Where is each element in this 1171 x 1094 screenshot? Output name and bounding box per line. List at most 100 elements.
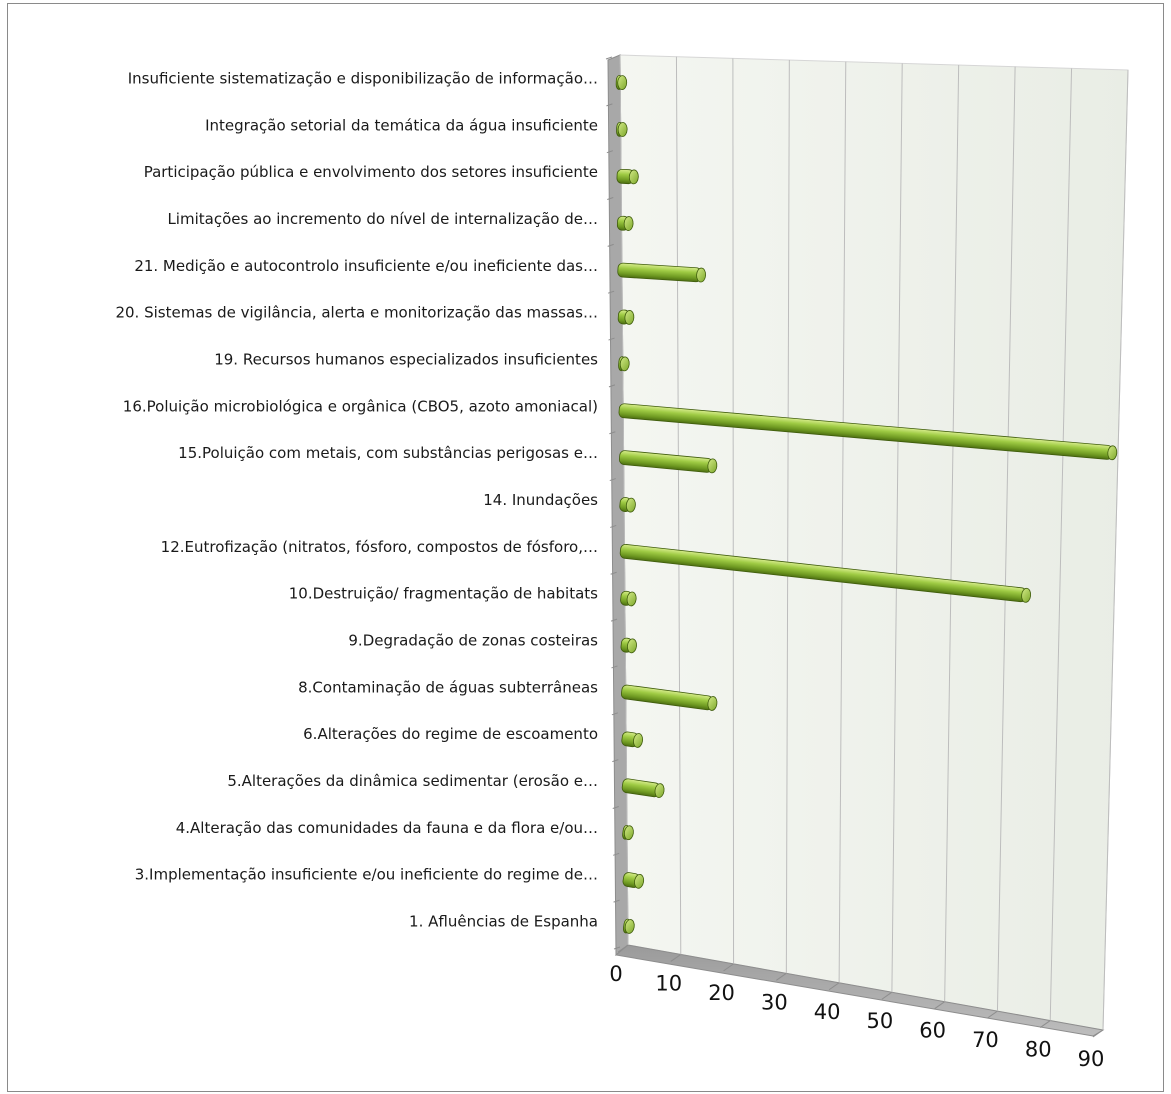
- gridline: [891, 63, 903, 993]
- x-tick-label: 60: [919, 1019, 946, 1043]
- y-tick: [606, 103, 613, 107]
- y-tick: [612, 852, 620, 856]
- bar-cap: [696, 267, 707, 283]
- y-tick: [608, 337, 615, 341]
- floor-tick: [934, 1001, 945, 1010]
- floor-tick: [1092, 1029, 1104, 1038]
- x-axis-tick-labels: 0 10 20 30 40 50 60 70 80 90: [609, 962, 1104, 1071]
- bar-cap: [623, 825, 634, 841]
- floor-tick: [1039, 1020, 1051, 1028]
- bar-cap: [628, 169, 639, 185]
- category-label: 15.Poluição com metais, com substâncias …: [178, 444, 598, 462]
- bar-cap: [626, 591, 637, 607]
- category-label: 8.Contaminação de águas subterrâneas: [298, 678, 598, 696]
- category-label: 9.Degradação de zonas costeiras: [348, 632, 598, 650]
- bar-cap: [623, 216, 634, 231]
- y-tick: [613, 899, 620, 903]
- y-tick: [609, 478, 616, 482]
- bar: [622, 918, 635, 934]
- category-label: 12.Eutrofização (nitratos, fósforo, comp…: [161, 538, 598, 556]
- bar: [620, 590, 637, 607]
- x-tick-label: 40: [814, 1000, 841, 1024]
- bar: [618, 403, 1118, 461]
- y-tick: [610, 618, 618, 622]
- x-tick-label: 80: [1025, 1038, 1052, 1062]
- category-label: 10.Destruição/ fragmentação de habitats: [289, 585, 598, 603]
- bar-cap: [617, 75, 628, 91]
- y-tick: [605, 56, 613, 60]
- bar-cap: [627, 638, 637, 654]
- bar-cap: [619, 356, 630, 372]
- floor-tick: [776, 972, 787, 981]
- x-tick-label: 50: [867, 1009, 894, 1033]
- bar: [621, 731, 644, 748]
- bar: [618, 356, 630, 372]
- bar: [616, 168, 639, 185]
- bar: [618, 450, 718, 474]
- y-tick: [606, 150, 614, 154]
- category-label: 19. Recursos humanos especializados insu…: [214, 350, 598, 368]
- y-tick: [607, 290, 615, 294]
- bar-cap: [617, 122, 628, 137]
- category-label: 21. Medição e autocontrolo insuficiente …: [134, 257, 598, 275]
- category-label: 4.Alteração das comunidades da fauna e d…: [176, 819, 598, 837]
- bar: [616, 215, 634, 231]
- category-label: 3.Implementação insuficiente e/ou inefic…: [135, 866, 598, 884]
- y-tick: [611, 712, 619, 716]
- category-label: Integração setorial da temática da água …: [205, 116, 598, 134]
- bar: [622, 824, 634, 841]
- category-label: 20. Sistemas de vigilância, alerta e mon…: [115, 304, 598, 322]
- bar-cap: [634, 874, 645, 889]
- floor-tick: [828, 982, 840, 991]
- bar-cap: [624, 919, 635, 934]
- floor-tick: [617, 944, 629, 953]
- y-tick: [612, 805, 619, 809]
- bar-cap: [707, 458, 718, 474]
- bar-cap: [707, 696, 718, 711]
- x-tick-label: 90: [1078, 1047, 1105, 1071]
- y-tick: [610, 571, 617, 575]
- x-tick-label: 0: [609, 962, 622, 986]
- floor-tick: [881, 991, 893, 1000]
- category-label: 14. Inundações: [483, 491, 598, 509]
- category-label: 6.Alterações do regime de escoamento: [303, 725, 598, 743]
- bar-cap: [1021, 587, 1032, 603]
- gridlines: [605, 54, 1129, 1038]
- category-label: 5.Alterações da dinâmica sedimentar (ero…: [227, 772, 598, 790]
- bar: [622, 872, 645, 889]
- category-label: Limitações ao incremento do nível de int…: [167, 210, 598, 228]
- bar: [621, 778, 665, 798]
- y-tick: [610, 524, 617, 528]
- floor-tick: [723, 963, 734, 972]
- gridline: [838, 61, 847, 983]
- category-labels: Insuficiente sistematização e disponibil…: [115, 69, 598, 930]
- x-tick-label: 70: [972, 1028, 999, 1052]
- x-tick-label: 30: [761, 990, 788, 1014]
- y-tick: [611, 665, 618, 669]
- category-label: Insuficiente sistematização e disponibil…: [128, 69, 598, 87]
- y-tick: [609, 431, 616, 435]
- bar: [619, 497, 636, 513]
- category-label: Participação pública e envolvimento dos …: [144, 163, 598, 181]
- bar-cap: [624, 310, 635, 325]
- floor-tick: [987, 1010, 998, 1019]
- gridline: [675, 56, 682, 955]
- bar-cap: [654, 783, 665, 798]
- y-tick: [613, 946, 621, 950]
- bar-cap: [625, 497, 636, 513]
- bar: [617, 262, 707, 283]
- bars-group: [615, 75, 1118, 934]
- bar: [615, 75, 628, 91]
- bar: [620, 684, 718, 711]
- bar-cap: [633, 733, 644, 748]
- bar: [620, 637, 637, 654]
- gridline: [996, 66, 1016, 1012]
- category-label: 1. Afluências de Espanha: [409, 913, 598, 931]
- x-tick-label: 20: [708, 981, 735, 1005]
- y-tick: [608, 384, 616, 388]
- gridline: [785, 59, 790, 974]
- gridline: [1102, 69, 1129, 1031]
- y-tick: [607, 197, 614, 201]
- gridline: [1049, 68, 1073, 1021]
